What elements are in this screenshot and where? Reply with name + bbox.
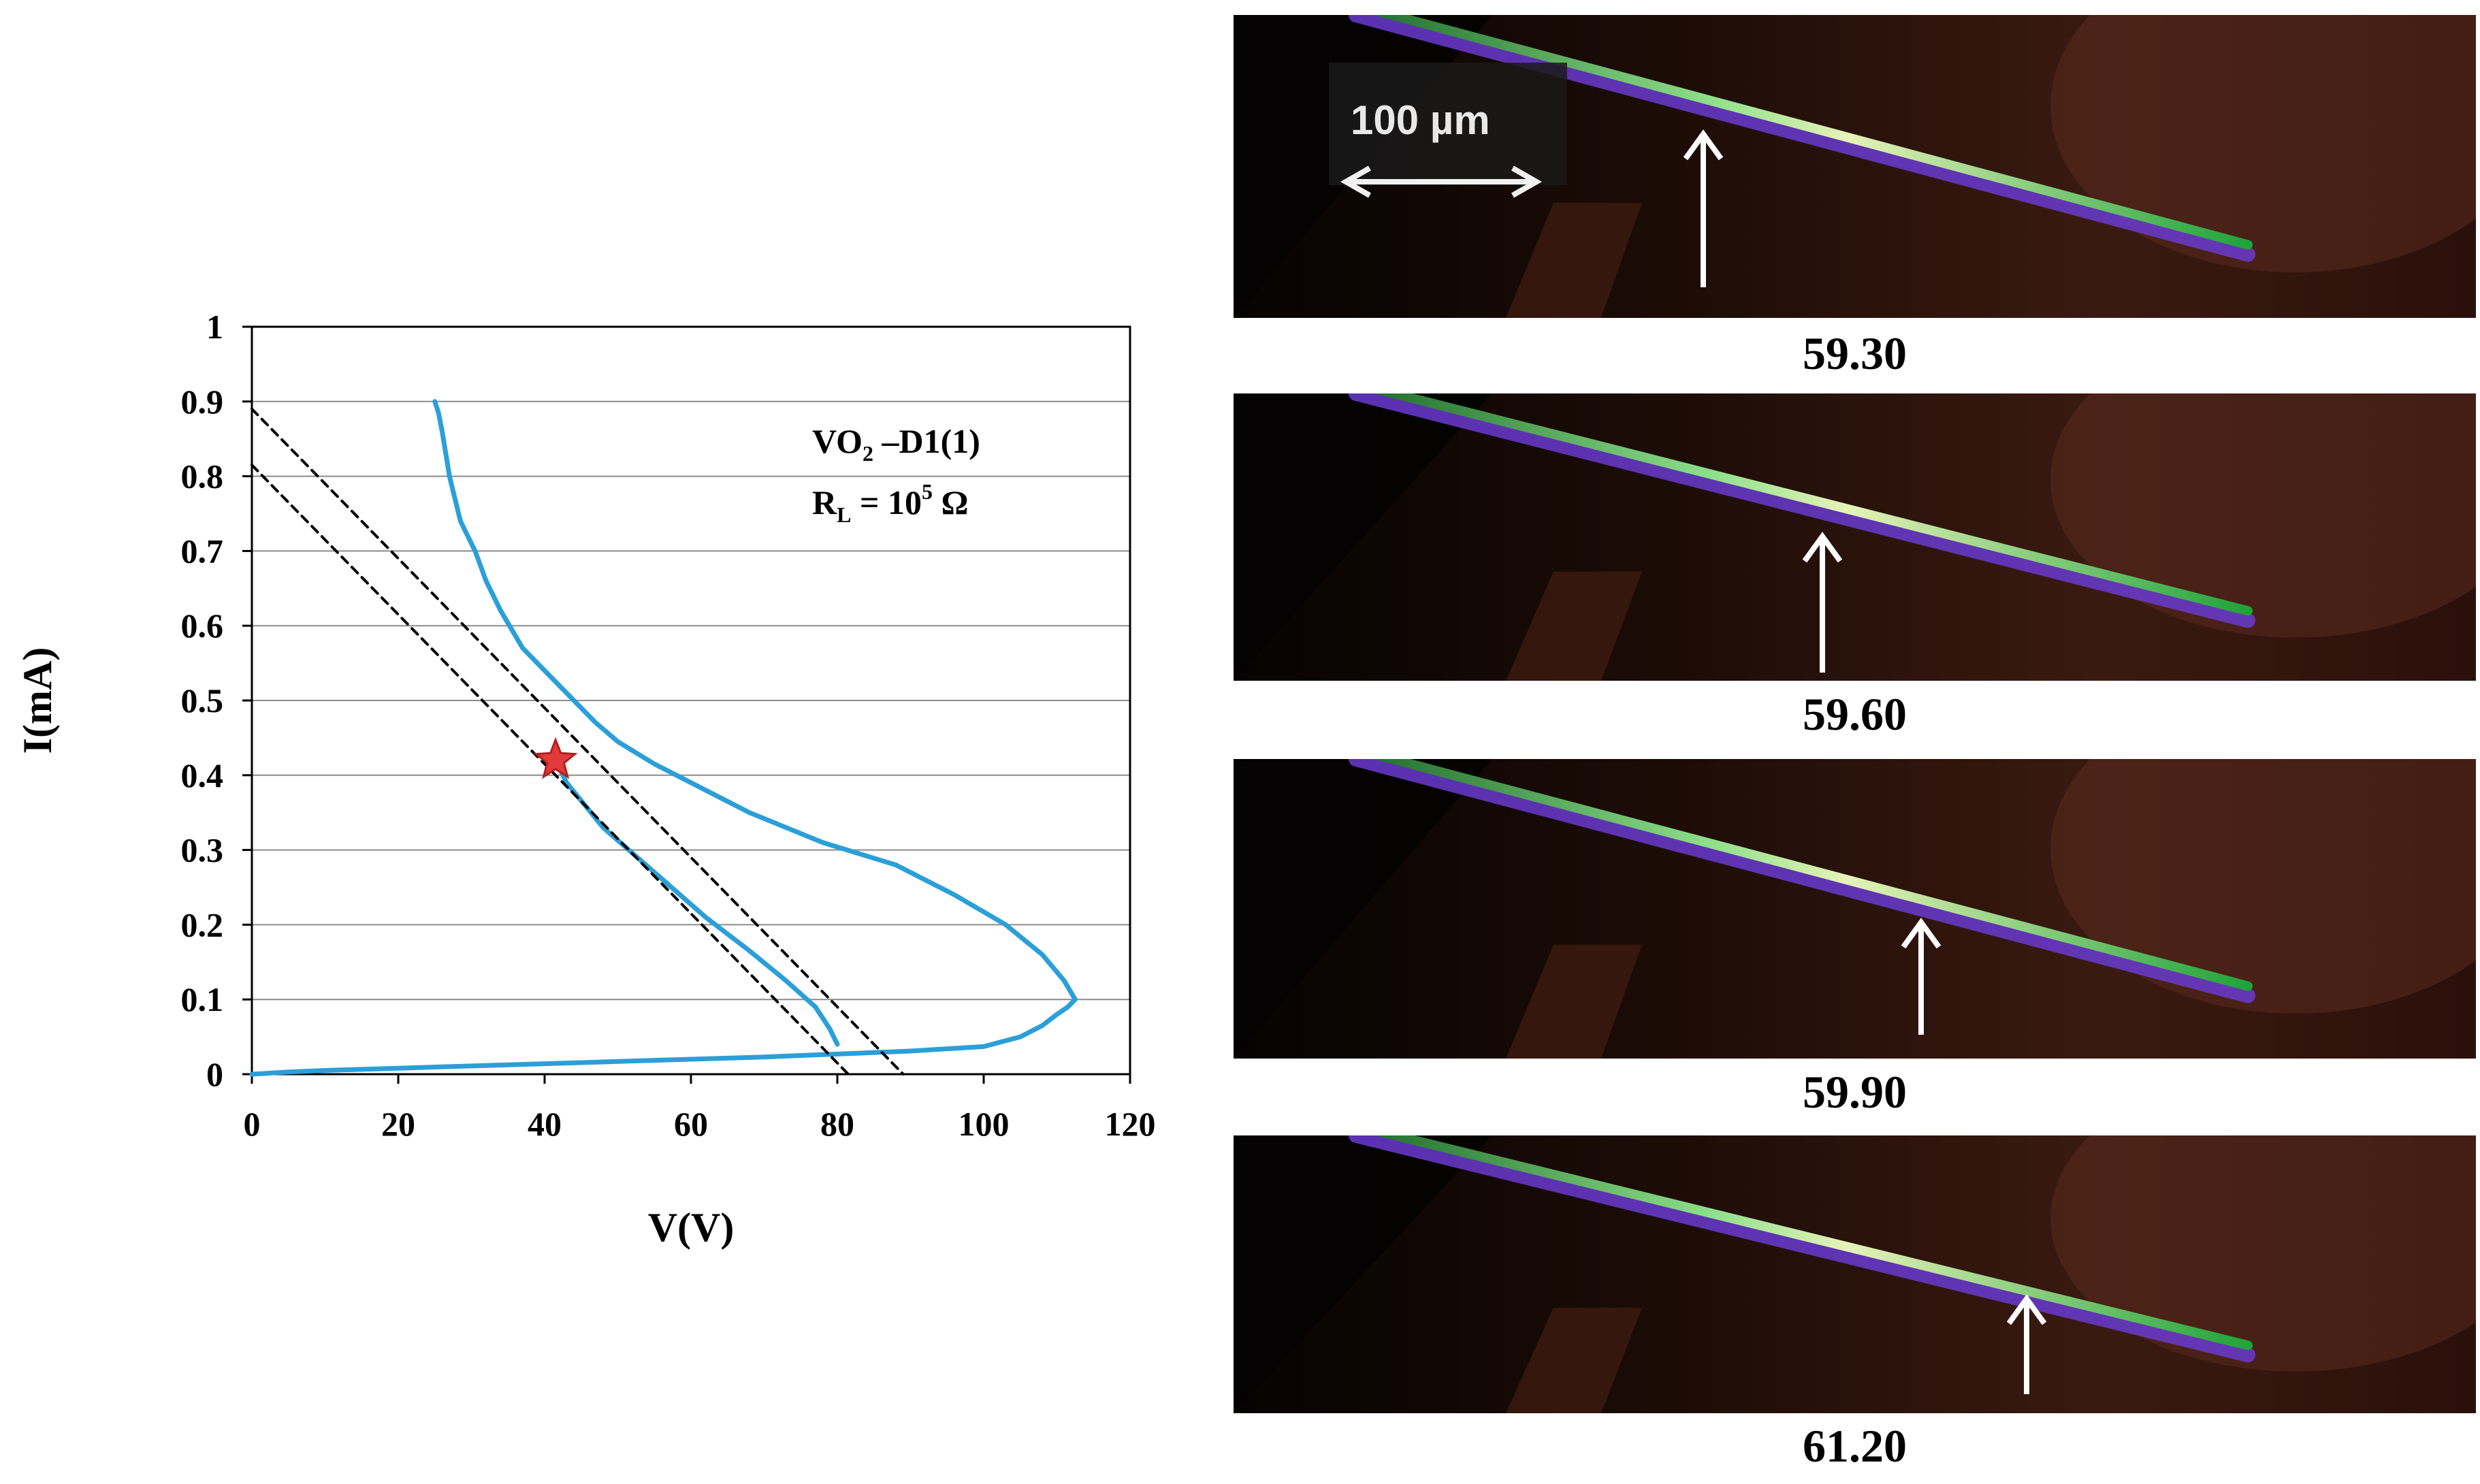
- arrow-head-icon: [2006, 1294, 2047, 1325]
- axis-ticks: 0 0.1 0.2 0.3 0.4 0.5 0.6 0.7 0.8 0.9 1 0 20 40 60 80 10…: [181, 308, 1156, 1143]
- y-tick-label: 0.7: [181, 532, 224, 570]
- micrograph-green-line: [1373, 15, 2253, 250]
- micrograph-image: 100 µm: [1234, 15, 2476, 318]
- x-tick-label: 60: [674, 1105, 708, 1143]
- micrograph-image: [1234, 1135, 2476, 1413]
- arrow-head-icon: [1901, 918, 1942, 949]
- y-tick-label: 0.8: [181, 457, 224, 496]
- micrograph-region: [2050, 393, 2476, 638]
- scale-bar-box: [1329, 63, 1567, 185]
- legend-resistance-main: R: [812, 483, 837, 521]
- y-tick-label: 0.3: [181, 831, 224, 869]
- y-tick-label: 0.5: [181, 681, 224, 720]
- micrograph-label-2: 59.60: [1803, 688, 1907, 740]
- y-tick-label: 0.6: [181, 607, 224, 645]
- legend-resistance-subscript: L: [837, 502, 851, 527]
- x-tick-label: 120: [1105, 1105, 1156, 1143]
- x-tick-label: 40: [528, 1105, 562, 1143]
- arrow-head-icon: [1683, 129, 1724, 161]
- y-tick-label: 0.2: [181, 905, 224, 943]
- micrograph-panel-4: [1234, 1135, 2476, 1413]
- micrograph-panel-2: [1234, 393, 2476, 681]
- operating-point-star: [533, 737, 578, 779]
- micrograph-image: [1234, 759, 2476, 1059]
- micrograph-region: [2050, 15, 2476, 273]
- micrograph-green-line: [1374, 1135, 2253, 1351]
- micrograph-region: [2050, 1135, 2476, 1372]
- marker-layer: [533, 737, 578, 779]
- legend-resistance-rest: Ω: [933, 483, 969, 521]
- y-tick-label: 0.4: [181, 756, 224, 794]
- micrograph-region: [1506, 202, 1642, 318]
- legend-device-main: VO: [812, 422, 863, 460]
- y-tick-label: 1: [206, 308, 223, 346]
- legend-resistance-label: RL = 105 Ω: [812, 479, 969, 527]
- micrograph-panel-3: [1234, 759, 2476, 1059]
- y-axis-title: I(mA): [15, 647, 60, 754]
- grid-lines: [252, 326, 1130, 1075]
- x-tick-label: 0: [244, 1105, 261, 1143]
- micrograph-region: [1506, 944, 1642, 1059]
- iv-curve-series-0: [249, 399, 1078, 1077]
- y-tick-label: 0.9: [181, 383, 224, 421]
- iv-chart: 0 0.1 0.2 0.3 0.4 0.5 0.6 0.7 0.8 0.9 1 0 20 40 60 80 10…: [15, 308, 1156, 1250]
- micrograph-purple-band: [1349, 759, 2255, 1003]
- micrograph-green-line: [1373, 759, 2253, 991]
- scale-bar-left-arrow-icon: [1340, 165, 1371, 198]
- micrograph-purple-band: [1349, 1135, 2255, 1363]
- micrograph-purple-band: [1349, 393, 2255, 628]
- scale-bar-label: 100 µm: [1351, 97, 1490, 143]
- x-tick-label: 20: [381, 1105, 415, 1143]
- legend-resistance-superscript: 5: [922, 479, 933, 504]
- micrograph-shadow: [1234, 393, 1492, 681]
- micrograph-shadow: [1234, 1135, 1492, 1413]
- micrograph-region: [1506, 1307, 1642, 1413]
- micrograph-panel-1: 100 µm: [1234, 15, 2476, 318]
- micrograph-label-3: 59.90: [1803, 1066, 1907, 1118]
- x-axis-title: V(V): [648, 1205, 735, 1250]
- legend-device-label: VO2 –D1(1): [812, 422, 980, 466]
- legend-resistance-mid: = 10: [851, 483, 922, 521]
- micrograph-label-1: 59.30: [1803, 327, 1907, 379]
- legend-device-subscript: 2: [863, 441, 873, 466]
- y-tick-label: 0: [206, 1055, 223, 1093]
- load-line-3: [251, 407, 905, 1076]
- legend-device-rest: –D1(1): [873, 422, 980, 460]
- x-tick-label: 80: [820, 1105, 854, 1143]
- arrow-head-icon: [1802, 532, 1843, 563]
- micrograph-shadow: [1234, 759, 1492, 1059]
- y-tick-label: 0.1: [181, 980, 224, 1018]
- micrograph-image: [1234, 393, 2476, 681]
- micrograph-purple-band: [1349, 15, 2255, 262]
- micrograph-region: [1506, 571, 1642, 681]
- micrograph-region: [2050, 759, 2476, 1014]
- x-tick-label: 100: [959, 1105, 1010, 1143]
- micrograph-label-4: 61.20: [1803, 1420, 1907, 1472]
- micrograph-green-line: [1374, 393, 2253, 616]
- series-layer: [249, 399, 1078, 1077]
- iv-curve-series-1: [553, 758, 840, 1047]
- scale-bar-right-arrow-icon: [1511, 165, 1543, 198]
- load-line-2: [251, 464, 850, 1076]
